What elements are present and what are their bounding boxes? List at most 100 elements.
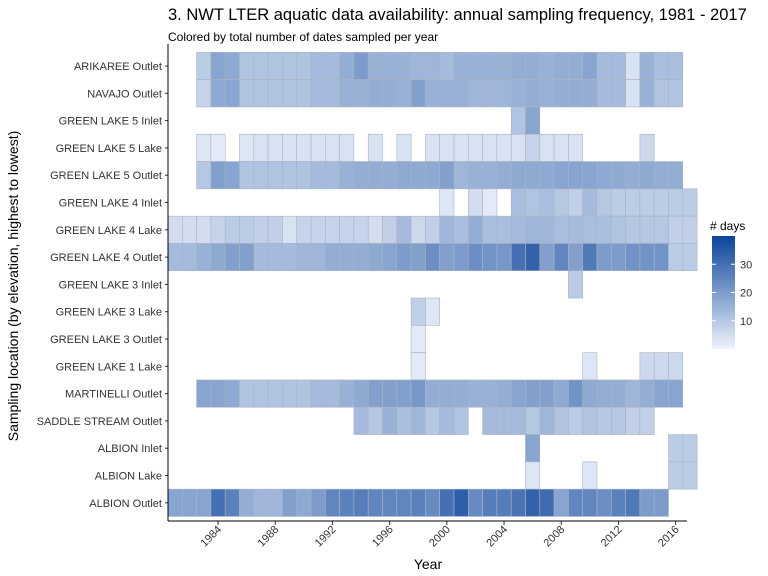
- cell-arikaree-outlet-2009: [568, 52, 584, 80]
- cell-albion-lake-2006: [525, 461, 541, 490]
- cell-martinelli-outlet-2016: [668, 379, 684, 408]
- cell-arikaree-outlet-2000: [439, 52, 455, 80]
- cell-green-lake-4-lake-2004: [496, 215, 512, 244]
- cell-albion-outlet-1998: [410, 488, 426, 517]
- cell-green-lake-4-lake-1995: [367, 215, 383, 244]
- cell-saddle-stream-outlet-2005: [510, 406, 526, 435]
- cell-green-lake-4-outlet-2016: [668, 243, 684, 272]
- cell-green-lake-4-outlet-1985: [224, 243, 240, 272]
- cell-arikaree-outlet-1995: [367, 52, 383, 80]
- cell-green-lake-5-inlet-2006: [525, 106, 541, 135]
- cell-green-lake-4-lake-2012: [610, 215, 626, 244]
- cell-green-lake-3-lake-1998: [410, 297, 426, 326]
- cell-navajo-outlet-1994: [353, 79, 369, 108]
- cell-green-lake-5-lake-2003: [482, 133, 498, 162]
- cell-green-lake-4-lake-1990: [296, 215, 312, 244]
- cell-green-lake-5-lake-2014: [639, 133, 655, 162]
- cell-arikaree-outlet-1984: [210, 52, 226, 80]
- cell-navajo-outlet-2006: [525, 79, 541, 108]
- cell-green-lake-5-outlet-1997: [396, 161, 412, 190]
- cell-green-lake-4-outlet-1996: [382, 243, 398, 272]
- cell-green-lake-4-lake-2002: [467, 215, 483, 244]
- cell-albion-outlet-2002: [467, 488, 483, 517]
- cell-albion-outlet-2004: [496, 488, 512, 517]
- cell-green-lake-5-lake-1992: [324, 133, 340, 162]
- cell-green-lake-4-inlet-2002: [467, 188, 483, 217]
- cell-green-lake-4-outlet-2015: [653, 243, 669, 272]
- cell-green-lake-5-outlet-2004: [496, 161, 512, 190]
- cell-albion-outlet-2000: [439, 488, 455, 517]
- cell-martinelli-outlet-2007: [539, 379, 555, 408]
- cell-green-lake-4-outlet-1994: [353, 243, 369, 272]
- cell-arikaree-outlet-1992: [324, 52, 340, 80]
- cell-arikaree-outlet-1988: [267, 52, 283, 80]
- cell-albion-outlet-2009: [568, 488, 584, 517]
- y-axis-ticks: ARIKAREE Outlet NAVAJO Outlet GREEN LAKE 5…: [37, 61, 168, 510]
- cell-albion-outlet-2007: [539, 488, 555, 517]
- cell-green-lake-4-inlet-2000: [439, 188, 455, 217]
- cell-navajo-outlet-1986: [239, 79, 255, 108]
- cell-navajo-outlet-2005: [510, 79, 526, 108]
- cell-navajo-outlet-1995: [367, 79, 383, 108]
- cell-green-lake-1-lake-2016: [668, 352, 684, 381]
- cell-green-lake-5-outlet-1989: [282, 161, 297, 190]
- cell-green-lake-4-outlet-2011: [596, 243, 612, 272]
- cell-green-lake-5-lake-2008: [553, 133, 569, 162]
- cell-navajo-outlet-1991: [310, 79, 326, 108]
- cell-green-lake-4-inlet-2005: [510, 188, 526, 217]
- cell-green-lake-1-lake-2015: [653, 352, 669, 381]
- cell-green-lake-4-outlet-1982: [182, 243, 197, 272]
- cell-green-lake-4-outlet-2012: [610, 243, 626, 272]
- cell-navajo-outlet-1998: [410, 79, 426, 108]
- cell-martinelli-outlet-1988: [267, 379, 283, 408]
- cell-green-lake-5-lake-1991: [310, 133, 326, 162]
- cell-albion-outlet-1994: [353, 488, 369, 517]
- cell-albion-outlet-1991: [310, 488, 326, 517]
- y-tick-label: GREEN LAKE 1 Lake: [56, 361, 162, 373]
- cell-martinelli-outlet-2014: [639, 379, 655, 408]
- cell-martinelli-outlet-2008: [553, 379, 569, 408]
- cell-albion-outlet-1983: [196, 488, 212, 517]
- cell-albion-outlet-1988: [267, 488, 283, 517]
- cell-arikaree-outlet-2005: [510, 52, 526, 80]
- cell-green-lake-5-lake-1990: [296, 133, 312, 162]
- cell-saddle-stream-outlet-2006: [525, 406, 541, 435]
- cell-green-lake-4-lake-1982: [182, 215, 197, 244]
- cell-martinelli-outlet-1983: [196, 379, 212, 408]
- cell-green-lake-4-lake-1994: [353, 215, 369, 244]
- cell-green-lake-4-lake-2016: [668, 215, 684, 244]
- cell-green-lake-4-outlet-1986: [239, 243, 255, 272]
- cell-green-lake-4-outlet-2006: [525, 243, 541, 272]
- cell-saddle-stream-outlet-2007: [539, 406, 555, 435]
- cell-martinelli-outlet-2004: [496, 379, 512, 408]
- cell-green-lake-5-lake-2002: [467, 133, 483, 162]
- x-tick-label: 1996: [370, 524, 396, 550]
- cell-albion-outlet-1990: [296, 488, 312, 517]
- cell-green-lake-4-inlet-2003: [482, 188, 498, 217]
- cell-martinelli-outlet-1994: [353, 379, 369, 408]
- cell-albion-outlet-2006: [525, 488, 541, 517]
- cell-martinelli-outlet-2012: [610, 379, 626, 408]
- cell-green-lake-4-outlet-1991: [310, 243, 326, 272]
- cell-green-lake-4-outlet-1995: [367, 243, 383, 272]
- cell-saddle-stream-outlet-2008: [553, 406, 569, 435]
- cell-saddle-stream-outlet-1999: [425, 406, 440, 435]
- chart-subtitle: Colored by total number of dates sampled…: [168, 30, 438, 44]
- cell-green-lake-4-inlet-2009: [568, 188, 584, 217]
- cell-saddle-stream-outlet-2000: [439, 406, 455, 435]
- cell-green-lake-5-outlet-1983: [196, 161, 212, 190]
- heatmap-cells: [167, 52, 698, 517]
- cell-green-lake-4-outlet-1993: [339, 243, 355, 272]
- cell-green-lake-5-outlet-1990: [296, 161, 312, 190]
- cell-navajo-outlet-2009: [568, 79, 584, 108]
- cell-martinelli-outlet-2000: [439, 379, 455, 408]
- x-tick-label: 2012: [599, 524, 625, 550]
- cell-albion-outlet-1987: [253, 488, 269, 517]
- y-tick-label: ALBION Outlet: [89, 498, 162, 510]
- cell-green-lake-5-lake-1984: [210, 133, 226, 162]
- y-tick-label: GREEN LAKE 4 Lake: [56, 225, 162, 237]
- cell-martinelli-outlet-2011: [596, 379, 612, 408]
- cell-green-lake-4-lake-1991: [310, 215, 326, 244]
- cell-green-lake-4-lake-2014: [639, 215, 655, 244]
- cell-saddle-stream-outlet-2010: [582, 406, 598, 435]
